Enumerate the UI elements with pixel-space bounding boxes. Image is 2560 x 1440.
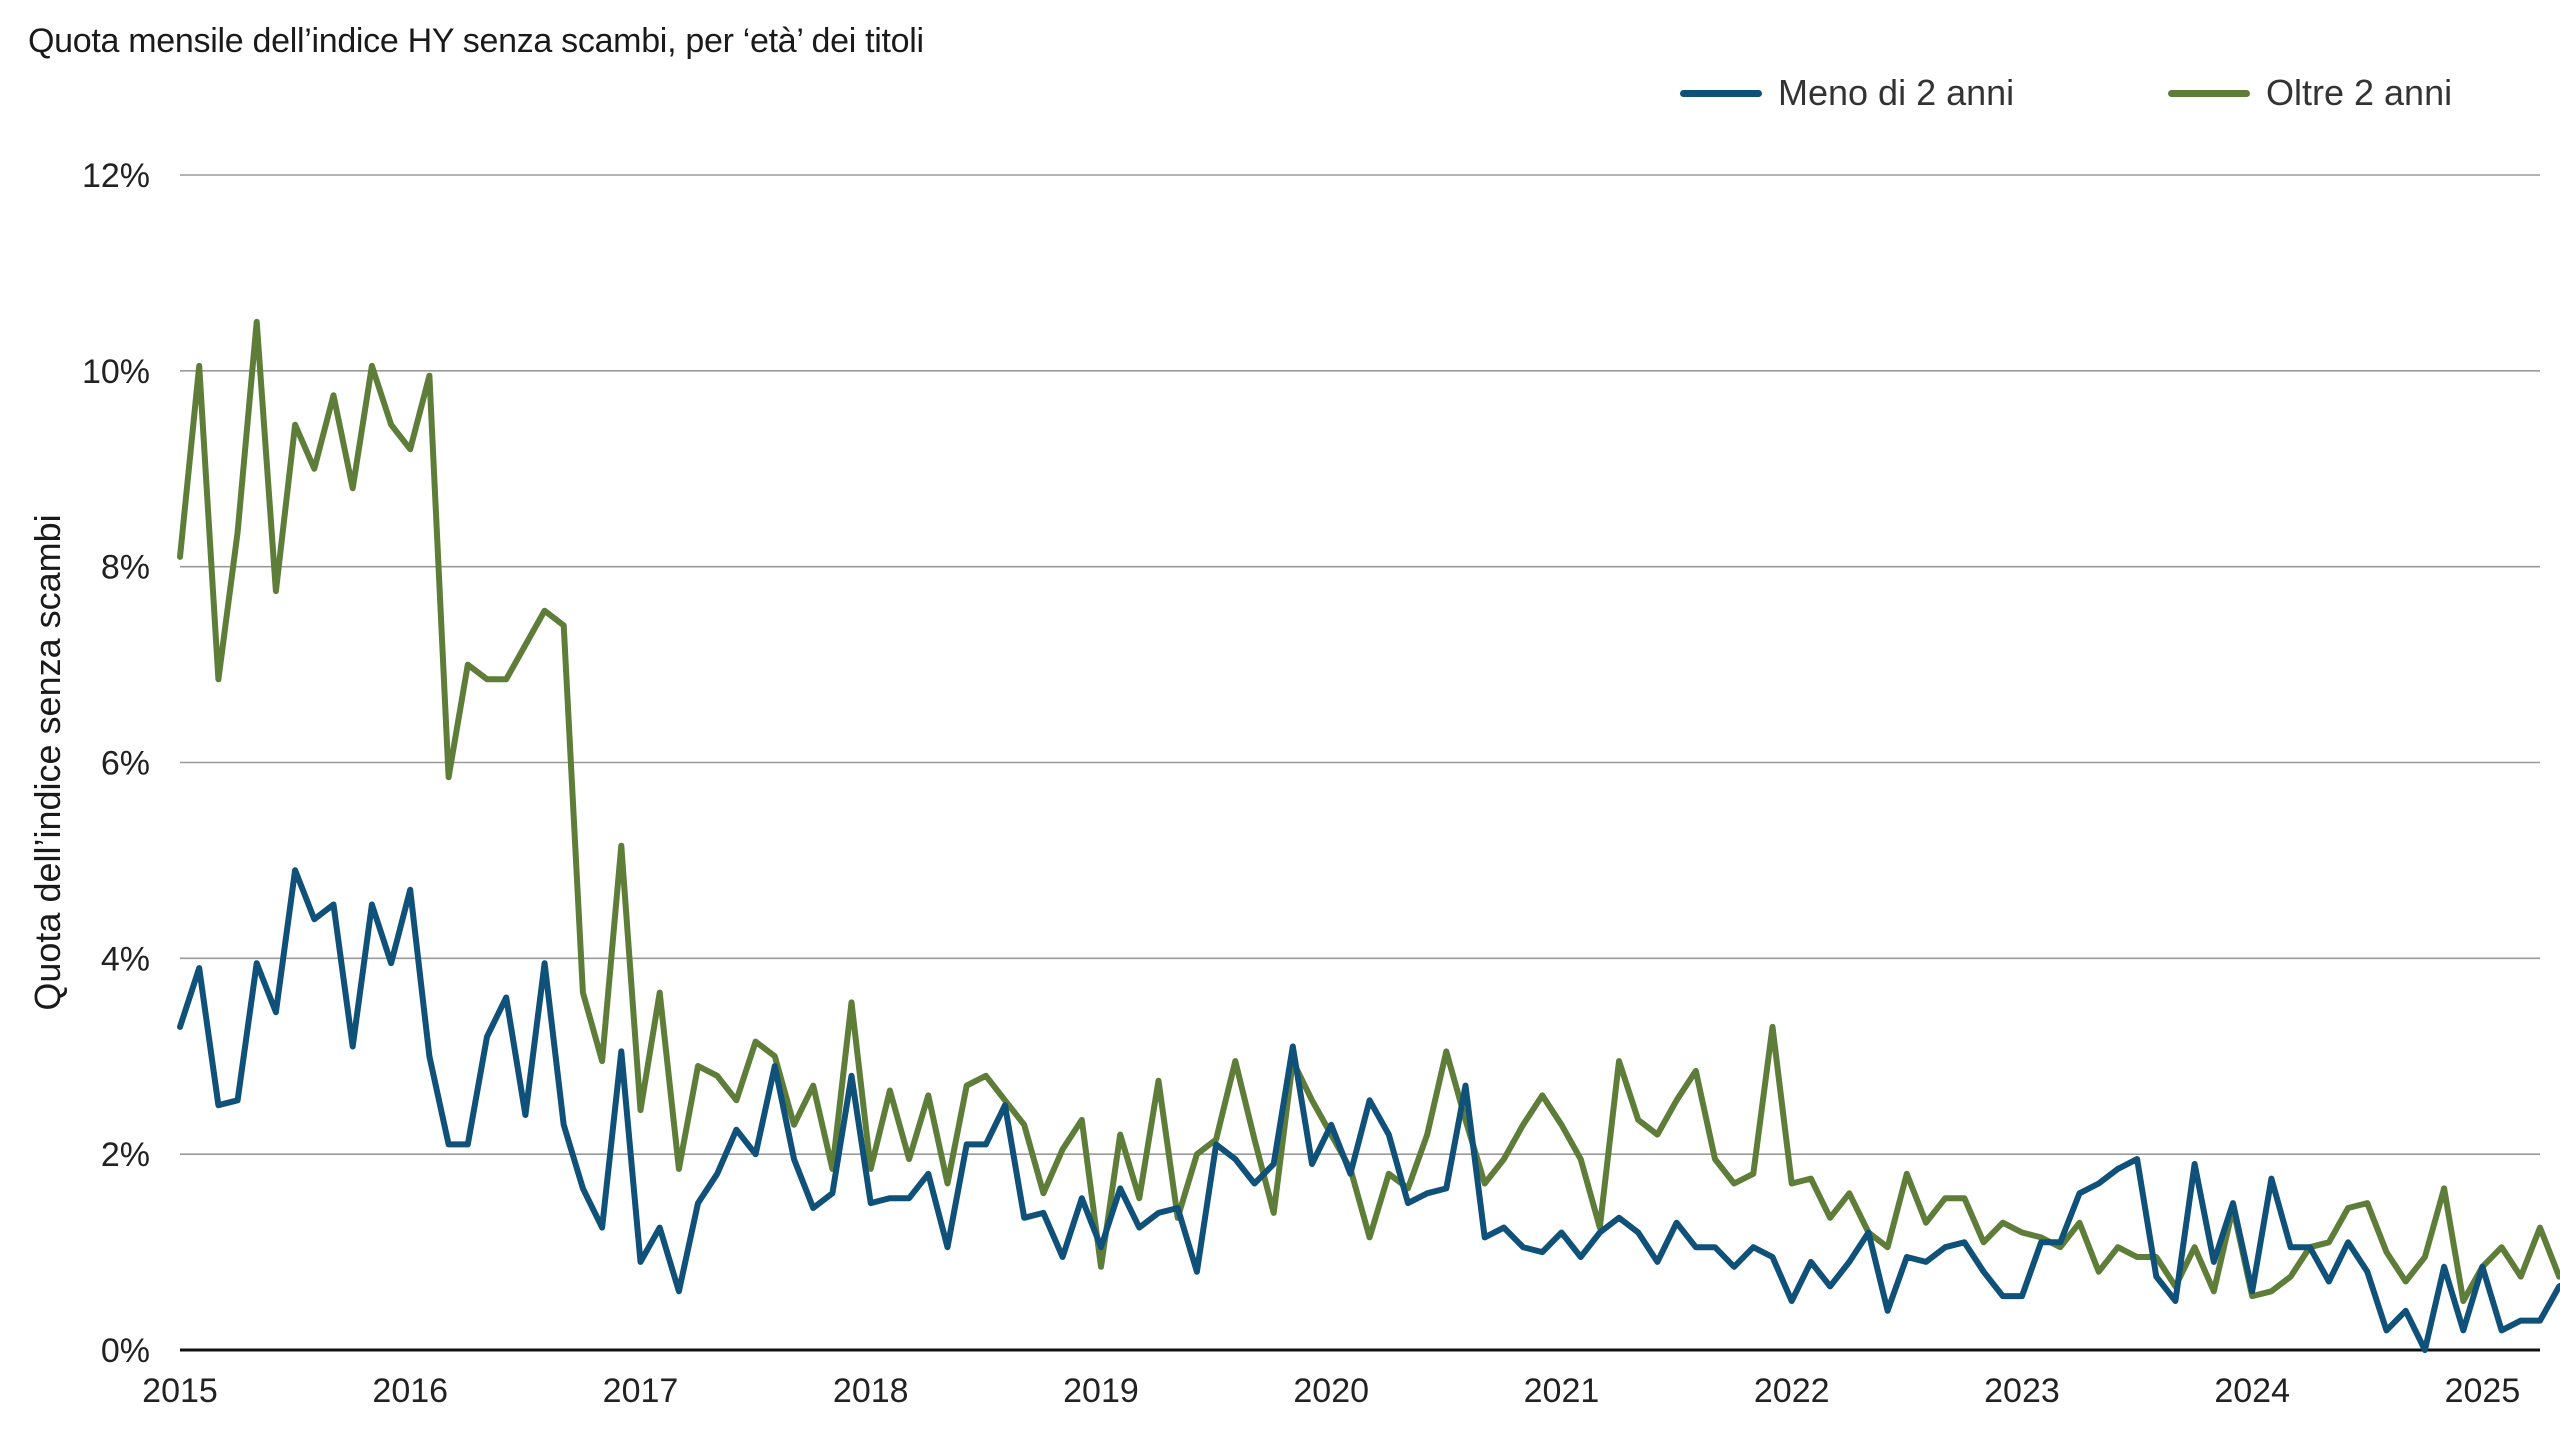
legend-item-series-1: Meno di 2 anni: [1680, 72, 2014, 114]
series-line-1: [177, 867, 2560, 1353]
legend-label-series-1: Meno di 2 anni: [1778, 72, 2015, 113]
series-line-2: [177, 318, 2560, 1304]
x-tick-label: 2015: [142, 1372, 218, 1410]
chart-title: Quota mensile dell’indice HY senza scamb…: [28, 22, 924, 60]
y-tick-label: 6%: [101, 745, 150, 783]
legend-label-series-2: Oltre 2 anni: [2266, 72, 2453, 113]
legend-swatch-series-2: [2168, 89, 2250, 97]
legend-swatch-series-1: [1680, 89, 1762, 97]
y-tick-label: 4%: [101, 940, 150, 978]
y-tick-label: 0%: [101, 1332, 150, 1370]
y-tick-label: 12%: [82, 157, 150, 195]
x-tick-label: 2016: [372, 1372, 448, 1410]
x-tick-label: 2025: [2445, 1372, 2521, 1410]
x-tick-label: 2020: [1293, 1372, 1369, 1410]
x-tick-label: 2023: [1984, 1372, 2060, 1410]
legend-item-series-2: Oltre 2 anni: [2168, 72, 2452, 114]
legend: Meno di 2 anni Oltre 2 anni: [1680, 72, 2540, 122]
x-tick-label: 2021: [1524, 1372, 1600, 1410]
x-tick-label: 2024: [2214, 1372, 2290, 1410]
x-tick-label: 2018: [833, 1372, 909, 1410]
y-tick-label: 10%: [82, 353, 150, 391]
y-tick-label: 8%: [101, 549, 150, 587]
y-tick-label: 2%: [101, 1136, 150, 1174]
x-tick-label: 2017: [603, 1372, 679, 1410]
x-tick-label: 2019: [1063, 1372, 1139, 1410]
y-axis-title: Quota dell’indice senza scambi: [27, 514, 68, 1010]
x-tick-label: 2022: [1754, 1372, 1830, 1410]
